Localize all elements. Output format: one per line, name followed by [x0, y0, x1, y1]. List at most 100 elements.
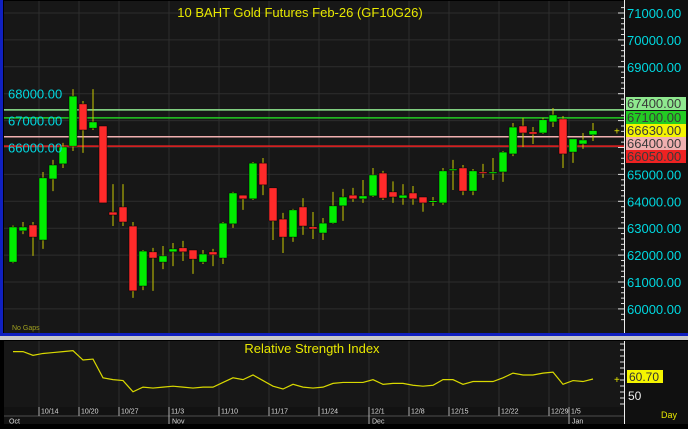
candle-body-up — [49, 165, 57, 179]
candle-body-up — [579, 140, 587, 144]
candle — [539, 118, 547, 134]
candle-body-up — [359, 196, 367, 199]
date-tick-label: 12/1 — [371, 409, 385, 416]
price-tick-label: 62000.00 — [627, 248, 681, 263]
candle — [229, 192, 237, 228]
candle-body-down — [99, 126, 107, 203]
x-unit-label: Day — [661, 410, 678, 420]
date-tick-label: 1/5 — [571, 409, 581, 416]
date-tick-label: 12/22 — [501, 409, 519, 416]
candle-body-down — [479, 172, 487, 174]
candle-body-up — [249, 163, 257, 199]
left-border — [0, 0, 3, 336]
candle-body-up — [159, 256, 167, 262]
candle-body-down — [299, 207, 307, 226]
candle-body-down — [29, 225, 37, 237]
candle — [509, 123, 517, 156]
candle-body-up — [439, 171, 447, 203]
candle-body-up — [569, 139, 577, 152]
price-tick-label: 69000.00 — [627, 60, 681, 75]
candle-body-up — [509, 127, 517, 154]
price-tick-label: 63000.00 — [627, 221, 681, 236]
candle-body-up — [289, 210, 297, 237]
candle-body-up — [469, 171, 477, 191]
candle-body-up — [69, 96, 77, 146]
candle — [69, 89, 77, 151]
last-price-marker: + — [614, 127, 620, 138]
candle-body-up — [219, 223, 227, 258]
candle — [139, 250, 147, 290]
date-tick-label: 12/29 — [551, 409, 569, 416]
candle-body-down — [149, 252, 157, 258]
candle — [469, 169, 477, 195]
month-label: Oct — [9, 419, 20, 425]
date-tick-label: 11/24 — [321, 409, 338, 416]
candle — [379, 171, 387, 200]
candle-body-down — [309, 227, 317, 229]
date-tick-label: 10/20 — [81, 409, 99, 416]
candle-body-down — [189, 250, 197, 259]
price-tick-label: 67000.00 — [8, 114, 62, 129]
candle-body-up — [489, 172, 497, 174]
date-tick-label: 12/15 — [451, 409, 469, 416]
candle-body-up — [339, 197, 347, 206]
date-tick-label: 11/10 — [221, 409, 238, 416]
candle — [249, 162, 257, 200]
candle-body-up — [329, 206, 337, 223]
date-tick-label: 11/3 — [171, 409, 184, 416]
candle-body-up — [199, 254, 207, 262]
candle — [9, 226, 17, 264]
candle — [459, 165, 467, 195]
candle — [219, 222, 227, 264]
candle-body-down — [239, 195, 247, 199]
candle-body-up — [169, 249, 177, 252]
rsi-last-marker: + — [614, 375, 620, 386]
month-label: Dec — [372, 419, 385, 425]
candle-body-down — [419, 197, 427, 203]
candle-body-down — [129, 226, 137, 291]
candle-body-up — [429, 201, 437, 203]
price-tick-label: 71000.00 — [627, 6, 681, 21]
month-label: Jan — [572, 419, 583, 425]
candle-body-down — [279, 219, 287, 237]
candle-body-up — [89, 122, 97, 128]
no-gaps-label: No Gaps — [12, 325, 40, 332]
date-tick-label: 10/14 — [41, 409, 59, 416]
candle-body-up — [9, 227, 17, 262]
price-tick-label: 70000.00 — [627, 33, 681, 48]
month-label: Nov — [172, 419, 185, 425]
price-tick-label: 61000.00 — [627, 275, 681, 290]
candle-body-up — [369, 175, 377, 196]
candle-body-down — [529, 132, 537, 134]
candle-body-down — [179, 248, 187, 252]
candle-body-up — [549, 115, 557, 122]
panel-splitter[interactable] — [0, 336, 688, 340]
candle-body-down — [109, 212, 117, 215]
candle — [289, 209, 297, 242]
level-label: 67400.00 — [627, 96, 681, 111]
candle-body-down — [519, 126, 527, 133]
candle-body-down — [559, 119, 567, 154]
candle — [99, 126, 107, 203]
candle-body-down — [259, 163, 267, 185]
candle-body-down — [459, 168, 467, 191]
candle-body-up — [229, 193, 237, 224]
date-tick-label: 10/27 — [121, 409, 139, 416]
date-tick-label: 11/17 — [271, 409, 288, 416]
candle — [129, 222, 137, 298]
price-tick-label: 68000.00 — [8, 87, 62, 102]
candle-body-down — [209, 252, 217, 255]
rsi-last-value: 60.70 — [629, 370, 659, 384]
candle-body-down — [349, 195, 357, 199]
candle-body-down — [119, 207, 127, 222]
candle-body-down — [389, 192, 397, 197]
candle-body-up — [449, 169, 457, 171]
candle-body-up — [139, 251, 147, 286]
level-label: 66050.00 — [627, 149, 681, 164]
candle-body-up — [399, 195, 407, 198]
price-tick-label: 65000.00 — [627, 167, 681, 182]
candle-body-up — [589, 131, 597, 135]
price-panel — [4, 1, 624, 333]
candle-body-up — [39, 178, 47, 240]
price-tick-label: 66000.00 — [8, 141, 62, 156]
